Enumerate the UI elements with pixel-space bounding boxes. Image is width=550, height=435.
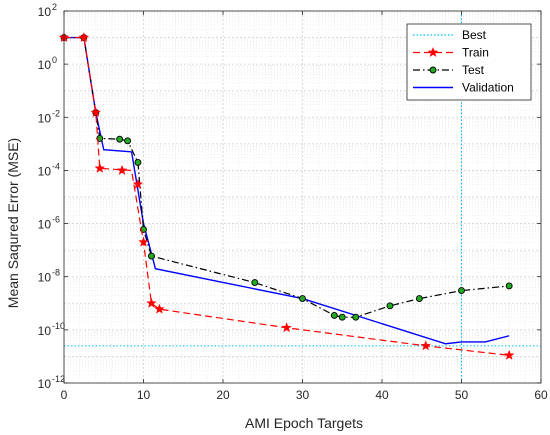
y-tick-label: 10 -12 <box>38 374 65 391</box>
test-point <box>415 295 423 303</box>
y-tick-label: 10 -8 <box>38 268 60 285</box>
y-tick-base: 10 <box>38 377 52 391</box>
x-tick-label: 60 <box>534 388 548 402</box>
train-point <box>146 297 157 308</box>
train-point <box>138 236 149 247</box>
x-tick-label: 20 <box>216 388 230 402</box>
y-tick-label: 10 -4 <box>38 161 60 178</box>
y-tick-base: 10 <box>38 111 52 125</box>
y-tick-base: 10 <box>38 218 52 232</box>
test-point <box>505 282 513 290</box>
x-tick-label: 40 <box>375 388 389 402</box>
x-tick-label: 10 <box>137 388 151 402</box>
y-tick-base: 10 <box>38 164 52 178</box>
train-point <box>420 340 432 351</box>
y-tick-base: 10 <box>38 324 52 338</box>
y-tick-exponent: -10 <box>52 321 65 331</box>
y-tick-exponent: -8 <box>52 268 60 278</box>
test-point <box>124 137 132 145</box>
train-point <box>503 349 515 360</box>
legend-label-best: Best <box>462 28 487 42</box>
x-tick-label: 30 <box>296 388 310 402</box>
series-layer <box>58 11 541 383</box>
test-point <box>116 135 124 143</box>
x-axis-title: AMI Epoch Targets <box>245 415 363 431</box>
y-tick-exponent: -2 <box>52 108 60 118</box>
test-point <box>330 311 338 319</box>
legend-label-train: Train <box>462 46 489 60</box>
test-point <box>134 158 142 166</box>
test-point <box>147 252 155 260</box>
y-tick-base: 10 <box>38 58 52 72</box>
y-tick-label: 10 -6 <box>38 215 60 232</box>
test-point <box>338 313 346 321</box>
legend-label-validation: Validation <box>462 81 514 95</box>
x-tick-label: 0 <box>61 388 68 402</box>
train-point <box>154 303 165 314</box>
train-point <box>90 107 102 118</box>
legend-marker-test <box>429 66 437 74</box>
test-point <box>251 279 259 287</box>
y-tick-exponent: -12 <box>52 374 65 384</box>
y-tick-exponent: 2 <box>52 2 57 12</box>
train-point <box>116 164 128 175</box>
legend: Best Train Test Validation <box>406 23 532 101</box>
train-point <box>94 162 106 173</box>
test-line <box>64 36 510 318</box>
y-tick-label: 10 2 <box>38 2 57 19</box>
x-tick-label: 50 <box>455 388 469 402</box>
train-point <box>78 31 90 43</box>
legend-marker-train <box>427 46 439 58</box>
y-tick-label: 10 0 <box>38 55 57 72</box>
y-tick-base: 10 <box>38 271 52 285</box>
y-tick-label: 10 -10 <box>38 321 65 338</box>
test-point <box>458 287 465 295</box>
y-axis-title: Mean Saqured Error (MSE) <box>5 138 21 308</box>
y-tick-exponent: -4 <box>52 161 60 171</box>
y-tick-exponent: 0 <box>52 55 57 65</box>
test-point <box>299 295 306 303</box>
test-point <box>352 313 360 321</box>
y-tick-exponent: -6 <box>52 215 60 225</box>
legend-label-test: Test <box>462 63 485 77</box>
train-point <box>281 322 292 333</box>
train-point <box>132 178 144 189</box>
y-tick-base: 10 <box>38 5 52 19</box>
y-tick-label: 10 -2 <box>38 108 60 125</box>
test-point <box>386 302 394 310</box>
